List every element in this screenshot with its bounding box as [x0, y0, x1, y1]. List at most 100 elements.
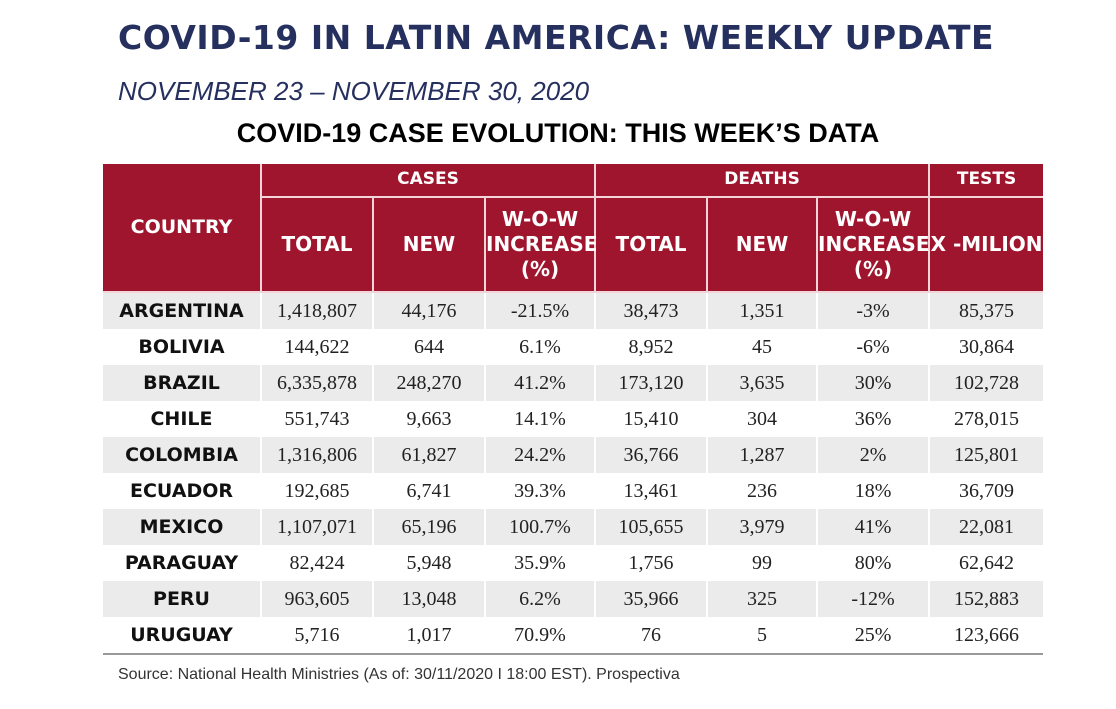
cases-new-cell: 61,827 — [373, 437, 486, 473]
deaths-total-cell: 173,120 — [595, 365, 709, 401]
deaths-wow-cell: 30% — [817, 365, 931, 401]
cases-wow-cell: 6.2% — [485, 581, 597, 617]
cases-wow-cell: 14.1% — [485, 401, 597, 437]
tests-cell: 278,015 — [929, 401, 1044, 437]
cases-new-header: NEW — [373, 197, 486, 293]
deaths-wow-cell: 41% — [817, 509, 931, 545]
cases-total-cell: 1,107,071 — [261, 509, 374, 545]
country-name: URUGUAY — [103, 617, 262, 655]
table-row: ECUADOR 192,685 6,741 39.3% 13,461 236 1… — [103, 473, 1044, 509]
deaths-new-cell: 1,287 — [707, 437, 819, 473]
deaths-new-cell: 3,635 — [707, 365, 819, 401]
deaths-total-cell: 13,461 — [595, 473, 709, 509]
cases-total-cell: 192,685 — [261, 473, 374, 509]
source-note: Source: National Health Ministries (As o… — [118, 666, 680, 683]
table-row: PERU 963,605 13,048 6.2% 35,966 325 -12%… — [103, 581, 1044, 617]
cases-wow-header: W-O-W INCREASE (%) — [485, 197, 597, 293]
deaths-new-cell: 45 — [707, 329, 819, 365]
tests-per-million-header: X -MILION — [929, 197, 1044, 293]
cases-new-cell: 6,741 — [373, 473, 486, 509]
cases-new-cell: 13,048 — [373, 581, 486, 617]
tests-group-header: TESTS — [929, 164, 1044, 198]
deaths-new-cell: 236 — [707, 473, 819, 509]
tests-cell: 22,081 — [929, 509, 1044, 545]
country-name: BRAZIL — [103, 365, 262, 401]
country-name: CHILE — [103, 401, 262, 437]
deaths-total-cell: 76 — [595, 617, 709, 655]
cases-new-cell: 65,196 — [373, 509, 486, 545]
cases-total-cell: 551,743 — [261, 401, 374, 437]
country-name: PARAGUAY — [103, 545, 262, 581]
tests-cell: 125,801 — [929, 437, 1044, 473]
cases-wow-cell: 6.1% — [485, 329, 597, 365]
table-row: MEXICO 1,107,071 65,196 100.7% 105,655 3… — [103, 509, 1044, 545]
cases-total-cell: 144,622 — [261, 329, 374, 365]
cases-total-cell: 82,424 — [261, 545, 374, 581]
deaths-wow-cell: -12% — [817, 581, 931, 617]
deaths-wow-cell: -3% — [817, 292, 931, 329]
deaths-new-cell: 325 — [707, 581, 819, 617]
date-range-subtitle: NOVEMBER 23 – NOVEMBER 30, 2020 — [118, 76, 590, 106]
deaths-new-cell: 1,351 — [707, 292, 819, 329]
table-row: COLOMBIA 1,316,806 61,827 24.2% 36,766 1… — [103, 437, 1044, 473]
covid-data-table: COUNTRY CASES DEATHS TESTS TOTAL NEW W-O… — [103, 164, 1044, 655]
deaths-wow-header: W-O-W INCREASE (%) — [817, 197, 931, 293]
cases-new-cell: 9,663 — [373, 401, 486, 437]
deaths-new-cell: 99 — [707, 545, 819, 581]
cases-wow-cell: -21.5% — [485, 292, 597, 329]
deaths-new-cell: 3,979 — [707, 509, 819, 545]
country-name: BOLIVIA — [103, 329, 262, 365]
cases-total-cell: 5,716 — [261, 617, 374, 655]
deaths-total-cell: 15,410 — [595, 401, 709, 437]
deaths-total-cell: 35,966 — [595, 581, 709, 617]
country-name: PERU — [103, 581, 262, 617]
cases-wow-cell: 39.3% — [485, 473, 597, 509]
table-row: BOLIVIA 144,622 644 6.1% 8,952 45 -6% 30… — [103, 329, 1044, 365]
cases-total-cell: 963,605 — [261, 581, 374, 617]
cases-wow-cell: 35.9% — [485, 545, 597, 581]
table-row: BRAZIL 6,335,878 248,270 41.2% 173,120 3… — [103, 365, 1044, 401]
deaths-total-cell: 38,473 — [595, 292, 709, 329]
deaths-total-header: TOTAL — [595, 197, 709, 293]
deaths-wow-cell: 36% — [817, 401, 931, 437]
deaths-wow-cell: 2% — [817, 437, 931, 473]
cases-wow-cell: 70.9% — [485, 617, 597, 655]
cases-wow-cell: 24.2% — [485, 437, 597, 473]
deaths-new-cell: 304 — [707, 401, 819, 437]
country-name: ECUADOR — [103, 473, 262, 509]
tests-cell: 152,883 — [929, 581, 1044, 617]
deaths-wow-cell: 80% — [817, 545, 931, 581]
table-row: PARAGUAY 82,424 5,948 35.9% 1,756 99 80%… — [103, 545, 1044, 581]
table-row: URUGUAY 5,716 1,017 70.9% 76 5 25% 123,6… — [103, 617, 1044, 655]
deaths-total-cell: 1,756 — [595, 545, 709, 581]
cases-new-cell: 44,176 — [373, 292, 486, 329]
cases-new-cell: 5,948 — [373, 545, 486, 581]
page-title: COVID-19 IN LATIN AMERICA: WEEKLY UPDATE — [118, 18, 995, 57]
cases-new-cell: 248,270 — [373, 365, 486, 401]
deaths-wow-cell: 18% — [817, 473, 931, 509]
tests-cell: 36,709 — [929, 473, 1044, 509]
tests-cell: 62,642 — [929, 545, 1044, 581]
deaths-total-cell: 105,655 — [595, 509, 709, 545]
cases-total-cell: 1,418,807 — [261, 292, 374, 329]
tests-cell: 123,666 — [929, 617, 1044, 655]
deaths-total-cell: 36,766 — [595, 437, 709, 473]
table-row: CHILE 551,743 9,663 14.1% 15,410 304 36%… — [103, 401, 1044, 437]
cases-wow-cell: 41.2% — [485, 365, 597, 401]
cases-total-header: TOTAL — [261, 197, 374, 293]
cases-new-cell: 644 — [373, 329, 486, 365]
country-name: MEXICO — [103, 509, 262, 545]
country-column-header: COUNTRY — [103, 164, 262, 293]
cases-group-header: CASES — [261, 164, 597, 198]
country-name: COLOMBIA — [103, 437, 262, 473]
deaths-group-header: DEATHS — [595, 164, 931, 198]
cases-total-cell: 1,316,806 — [261, 437, 374, 473]
deaths-total-cell: 8,952 — [595, 329, 709, 365]
cases-total-cell: 6,335,878 — [261, 365, 374, 401]
tests-cell: 30,864 — [929, 329, 1044, 365]
tests-cell: 85,375 — [929, 292, 1044, 329]
deaths-wow-cell: -6% — [817, 329, 931, 365]
table-title: COVID-19 CASE EVOLUTION: THIS WEEK’S DAT… — [236, 118, 880, 148]
table-body: ARGENTINA 1,418,807 44,176 -21.5% 38,473… — [103, 292, 1044, 655]
deaths-new-header: NEW — [707, 197, 819, 293]
